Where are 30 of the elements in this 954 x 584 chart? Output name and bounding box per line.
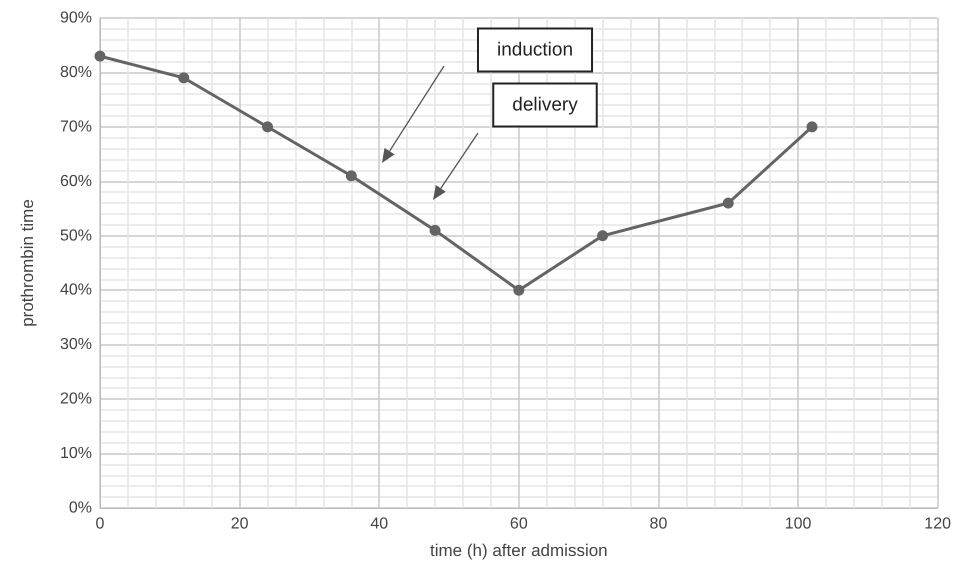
point	[262, 121, 274, 132]
y-tick-label: 10%	[60, 445, 92, 462]
y-tick-label: 30%	[60, 336, 92, 354]
y-tick-label: 40%	[60, 282, 92, 299]
y-tick-label: 90%	[60, 10, 92, 26]
x-tick-label: 60	[510, 516, 528, 532]
point	[806, 121, 818, 132]
x-axis-title: time (h) after admission	[430, 541, 608, 560]
y-tick-label: 60%	[60, 172, 92, 190]
x-tick-label: 120	[924, 516, 952, 532]
x-tick-label: 80	[650, 516, 668, 532]
point	[722, 198, 734, 209]
y-tick-label: 80%	[60, 64, 92, 81]
point	[430, 224, 441, 236]
point	[513, 284, 524, 296]
y-axis-title: prothrombin time	[18, 199, 37, 327]
y-tick-label: 0%	[68, 500, 92, 516]
x-tick-label: 100	[784, 516, 812, 532]
annotation: delivery	[512, 94, 578, 116]
annotation: induction	[496, 40, 574, 60]
x-tick-label: 40	[370, 516, 388, 532]
point	[346, 170, 357, 182]
point	[178, 72, 190, 84]
y-tick-label: 70%	[60, 118, 92, 136]
y-tick-label: 20%	[60, 390, 92, 408]
point	[597, 230, 608, 242]
x-tick-label: 0	[96, 516, 105, 532]
y-tick-label: 50%	[60, 227, 92, 244]
point	[94, 50, 106, 62]
x-tick-label: 20	[230, 516, 249, 532]
